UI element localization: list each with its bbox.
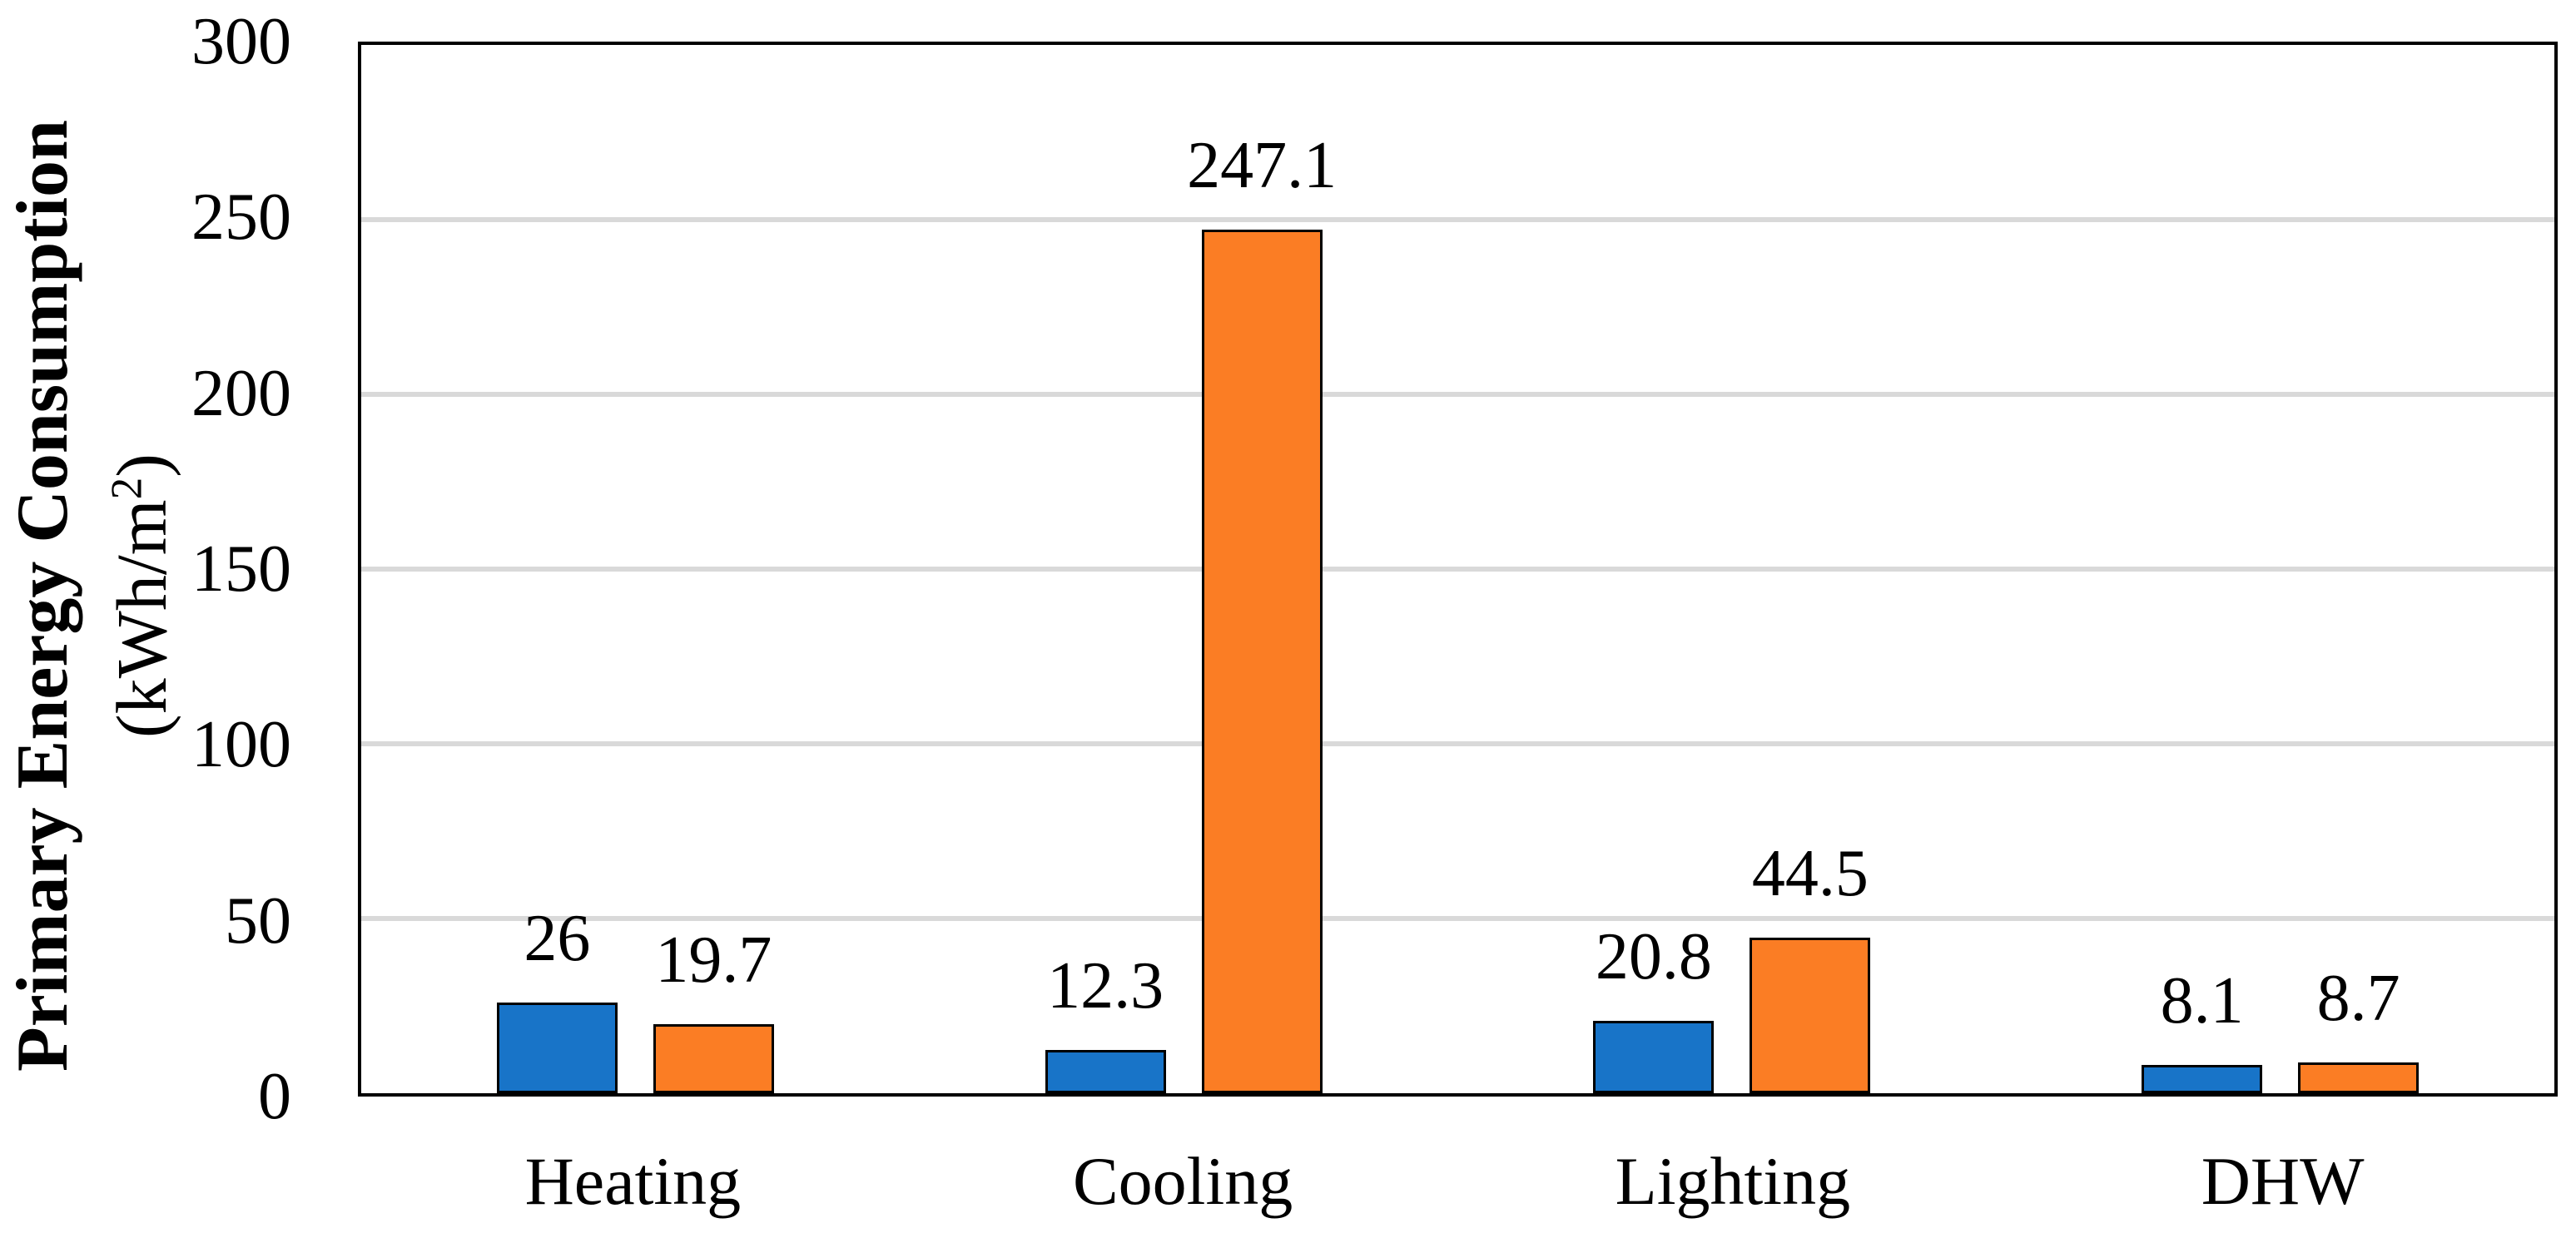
bar-group-dhw: 8.1 8.7: [2006, 45, 2554, 1093]
bar-value-label: 247.1: [1187, 129, 1338, 202]
category-label-dhw: DHW: [2201, 1143, 2365, 1219]
bar-series-orange-lighting: 44.5: [1750, 840, 1871, 1093]
bar-groups: 26 19.7 12.3 247.1 20.8 44.5 8.1 8.7: [361, 45, 2554, 1093]
bar-series-orange-dhw: 8.7: [2298, 965, 2420, 1093]
gridline: [361, 741, 2554, 746]
category-label-lighting: Lighting: [1615, 1143, 1851, 1219]
bar-value-label: 8.7: [2316, 962, 2400, 1035]
y-tick-label: 0: [258, 1060, 291, 1133]
bar-value-label: 44.5: [1751, 837, 1869, 910]
gridline: [361, 217, 2554, 222]
y-tick-label: 50: [225, 884, 291, 958]
y-tick-label: 250: [191, 181, 291, 255]
category-label-heating: Heating: [524, 1143, 742, 1219]
bar-group-lighting: 20.8 44.5: [1458, 45, 2007, 1093]
y-tick-label: 150: [191, 532, 291, 606]
bar-value-label: 12.3: [1047, 949, 1164, 1023]
bar-value-label: 20.8: [1595, 920, 1712, 993]
bar-series-blue-dhw: 8.1: [2142, 968, 2263, 1093]
bar-group-cooling: 12.3 247.1: [910, 45, 1458, 1093]
bar-value-label: 26: [524, 902, 591, 975]
y-axis-units-suffix: ): [102, 453, 181, 478]
gridline: [361, 392, 2554, 397]
bar-series-blue-cooling: 12.3: [1045, 953, 1166, 1093]
category-label-cooling: Cooling: [1072, 1143, 1293, 1219]
y-tick-label: 100: [191, 708, 291, 782]
bar-series-orange-heating: 19.7: [653, 927, 774, 1093]
bar-value-label: 19.7: [655, 924, 772, 997]
y-axis-units-superscript: 2: [101, 477, 151, 500]
bar-group-heating: 26 19.7: [361, 45, 910, 1093]
y-tick-label: 300: [191, 5, 291, 78]
bar-series-blue-lighting: 20.8: [1593, 924, 1715, 1093]
gridline: [361, 567, 2554, 572]
bar-series-orange-cooling: 247.1: [1187, 132, 1337, 1093]
bar-series-blue-heating: 26: [496, 905, 618, 1093]
bar-value-label: 8.1: [2160, 964, 2244, 1037]
y-tick-label: 200: [191, 356, 291, 430]
plot-area: 26 19.7 12.3 247.1 20.8 44.5 8.1 8.7: [358, 42, 2558, 1097]
gridline: [361, 916, 2554, 921]
